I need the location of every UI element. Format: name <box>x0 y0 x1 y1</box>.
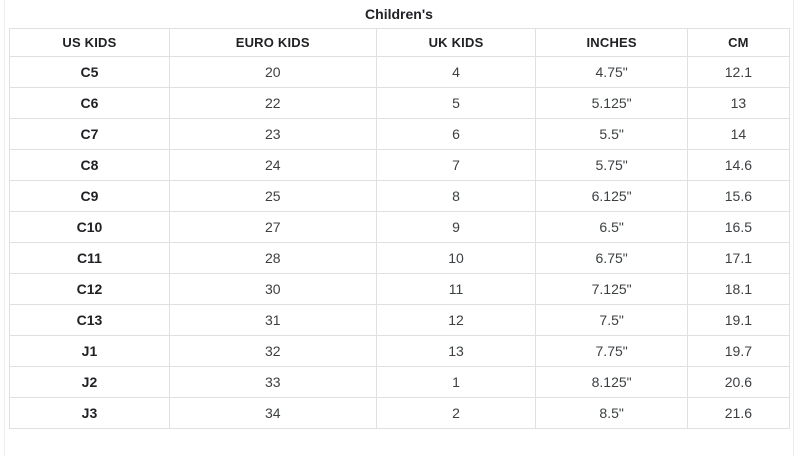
table-row: C9 25 8 6.125" 15.6 <box>9 180 791 212</box>
table-cell: 18.1 <box>686 273 791 305</box>
table-cell: 22 <box>168 87 377 119</box>
table-cell: 19.1 <box>686 304 791 336</box>
table-row: J3 34 2 8.5" 21.6 <box>9 397 791 429</box>
table-cell: 7.75" <box>535 335 688 367</box>
table-cell: 13 <box>686 87 791 119</box>
table-cell: 10 <box>375 242 537 274</box>
table-cell: C12 <box>9 273 170 305</box>
table-cell: 8.5" <box>535 397 688 429</box>
table-cell: 6.5" <box>535 211 688 243</box>
table-cell: 25 <box>168 180 377 212</box>
table-cell: 7.5" <box>535 304 688 336</box>
table-cell: 5.125" <box>535 87 688 119</box>
column-header: INCHES <box>535 28 688 57</box>
table-cell: 8 <box>375 180 537 212</box>
table-cell: 13 <box>375 335 537 367</box>
table-cell: 6.125" <box>535 180 688 212</box>
column-header: US KIDS <box>9 28 170 57</box>
table-body: C5 20 4 4.75" 12.1 C6 22 5 5.125" 13 C7 23 6 5.5" 14 C8… <box>9 56 791 429</box>
table-cell: 32 <box>168 335 377 367</box>
table-cell: J2 <box>9 366 170 398</box>
table-cell: 12.1 <box>686 56 791 88</box>
table-cell: 20.6 <box>686 366 791 398</box>
table-cell: 17.1 <box>686 242 791 274</box>
column-header: EURO KIDS <box>168 28 377 57</box>
table-cell: 5.75" <box>535 149 688 181</box>
table-cell: 19.7 <box>686 335 791 367</box>
table-cell: 20 <box>168 56 377 88</box>
table-row: C8 24 7 5.75" 14.6 <box>9 149 791 181</box>
table-cell: J1 <box>9 335 170 367</box>
table-cell: 34 <box>168 397 377 429</box>
table-cell: 14 <box>686 118 791 150</box>
table-cell: 11 <box>375 273 537 305</box>
table-title: Children's <box>365 6 433 22</box>
table-cell: C13 <box>9 304 170 336</box>
table-cell: C6 <box>9 87 170 119</box>
table-cell: 16.5 <box>686 211 791 243</box>
table-cell: C7 <box>9 118 170 150</box>
table-row: C5 20 4 4.75" 12.1 <box>9 56 791 88</box>
table-cell: 2 <box>375 397 537 429</box>
table-cell: C11 <box>9 242 170 274</box>
table-row: C12 30 11 7.125" 18.1 <box>9 273 791 305</box>
table-cell: 28 <box>168 242 377 274</box>
table-cell: 6 <box>375 118 537 150</box>
table-cell: 21.6 <box>686 397 791 429</box>
table-cell: 9 <box>375 211 537 243</box>
table-cell: C10 <box>9 211 170 243</box>
table-cell: 33 <box>168 366 377 398</box>
table-row: J1 32 13 7.75" 19.7 <box>9 335 791 367</box>
table-cell: 8.125" <box>535 366 688 398</box>
table-row: C11 28 10 6.75" 17.1 <box>9 242 791 274</box>
table-cell: C5 <box>9 56 170 88</box>
table-cell: 1 <box>375 366 537 398</box>
table-cell: 12 <box>375 304 537 336</box>
table-cell: 4.75" <box>535 56 688 88</box>
table-cell: 6.75" <box>535 242 688 274</box>
header-row: US KIDS EURO KIDS UK KIDS INCHES CM <box>9 28 791 57</box>
column-header: UK KIDS <box>375 28 537 57</box>
table-cell: C8 <box>9 149 170 181</box>
table-cell: 7 <box>375 149 537 181</box>
column-header: CM <box>686 28 791 57</box>
table-cell: 5.5" <box>535 118 688 150</box>
table-row: J2 33 1 8.125" 20.6 <box>9 366 791 398</box>
table-cell: J3 <box>9 397 170 429</box>
size-chart-table: US KIDS EURO KIDS UK KIDS INCHES CM C5 20 4 4.7… <box>9 28 791 429</box>
table-row: C13 31 12 7.5" 19.1 <box>9 304 791 336</box>
table-cell: 24 <box>168 149 377 181</box>
table-row: C6 22 5 5.125" 13 <box>9 87 791 119</box>
table-row: C10 27 9 6.5" 16.5 <box>9 211 791 243</box>
table-cell: 30 <box>168 273 377 305</box>
table-container: Children's US KIDS EURO KIDS UK KIDS INCHES… <box>4 0 794 456</box>
table-row: C7 23 6 5.5" 14 <box>9 118 791 150</box>
table-cell: 31 <box>168 304 377 336</box>
table-cell: 27 <box>168 211 377 243</box>
table-cell: 23 <box>168 118 377 150</box>
table-cell: 15.6 <box>686 180 791 212</box>
table-cell: 14.6 <box>686 149 791 181</box>
table-cell: 7.125" <box>535 273 688 305</box>
table-cell: C9 <box>9 180 170 212</box>
table-cell: 4 <box>375 56 537 88</box>
table-cell: 5 <box>375 87 537 119</box>
